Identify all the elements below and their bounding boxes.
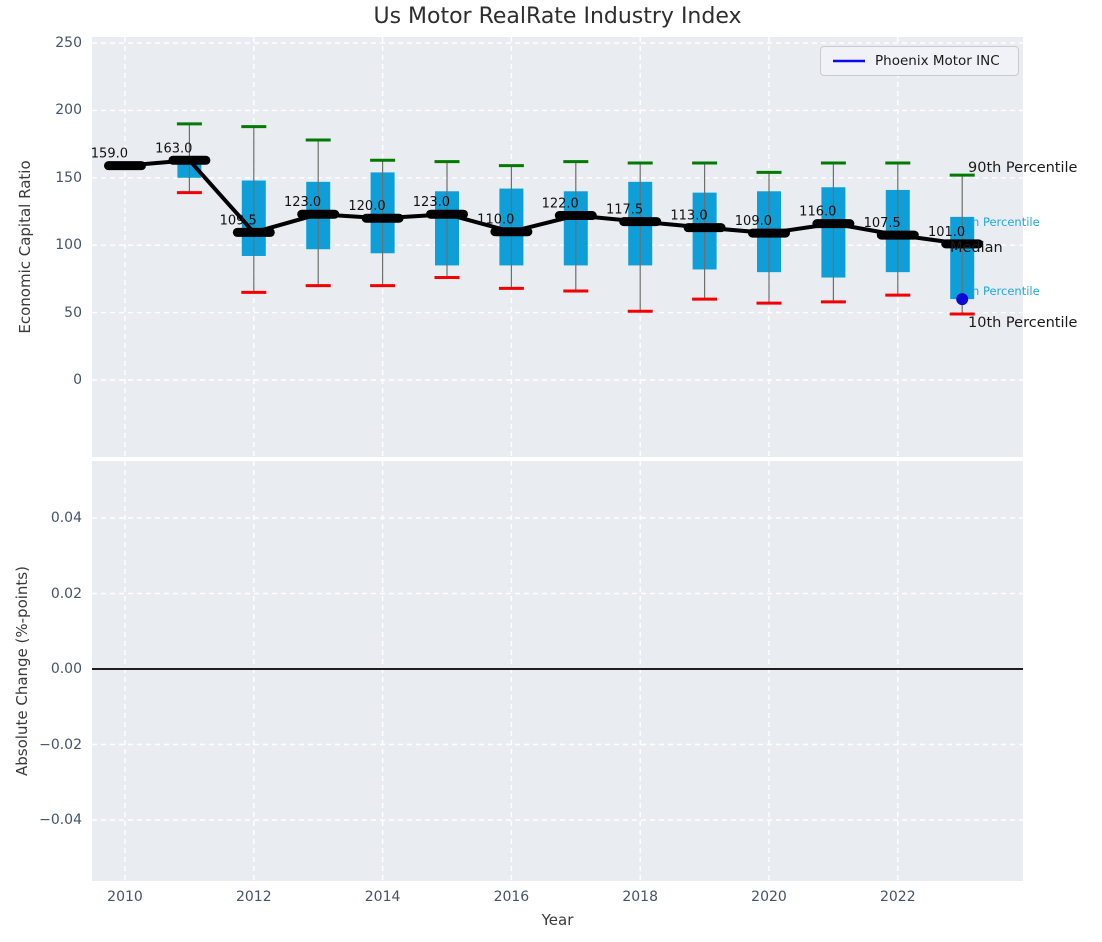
annotation-p25: h Percentile <box>972 284 1040 299</box>
top-ytick-label: 0 <box>73 372 82 388</box>
xtick-label: 2014 <box>364 889 401 905</box>
bottom-plot-area <box>92 461 1023 881</box>
bottom-ytick-label: 0.04 <box>50 510 82 526</box>
bottom-ytick-label: 0.00 <box>50 661 82 677</box>
xtick-label: 2010 <box>107 889 143 905</box>
top-ytick-label: 50 <box>64 304 82 321</box>
top-ytick-label: 200 <box>55 102 82 119</box>
annotation-p75: h Percentile <box>972 214 1040 229</box>
chart-title: Us Motor RealRate Industry Index <box>373 4 742 29</box>
bottom-ytick-label: −0.04 <box>39 812 82 828</box>
top-ytick-label: 250 <box>55 35 82 51</box>
top-plot-area <box>92 37 1023 457</box>
annotation-median: Median <box>950 239 1003 256</box>
legend[interactable]: Phoenix Motor INC <box>820 46 1019 76</box>
top-ytick-label: 150 <box>55 169 82 186</box>
legend-label: Phoenix Motor INC <box>875 53 1000 69</box>
x-axis-label: Year <box>541 911 574 929</box>
annotation-p10: 10th Percentile <box>968 314 1078 331</box>
xtick-label: 2012 <box>235 889 272 905</box>
xtick-label: 2018 <box>622 889 659 905</box>
annotation-p90: 90th Percentile <box>968 160 1078 177</box>
bottom-ytick-label: −0.02 <box>39 736 82 753</box>
top-ytick-label: 100 <box>55 237 82 254</box>
legend-line-icon <box>833 59 865 63</box>
xtick-label: 2016 <box>493 889 530 905</box>
xtick-label: 2020 <box>751 889 787 905</box>
xtick-label: 2022 <box>879 889 916 905</box>
bottom-ytick-label: 0.02 <box>50 585 82 602</box>
